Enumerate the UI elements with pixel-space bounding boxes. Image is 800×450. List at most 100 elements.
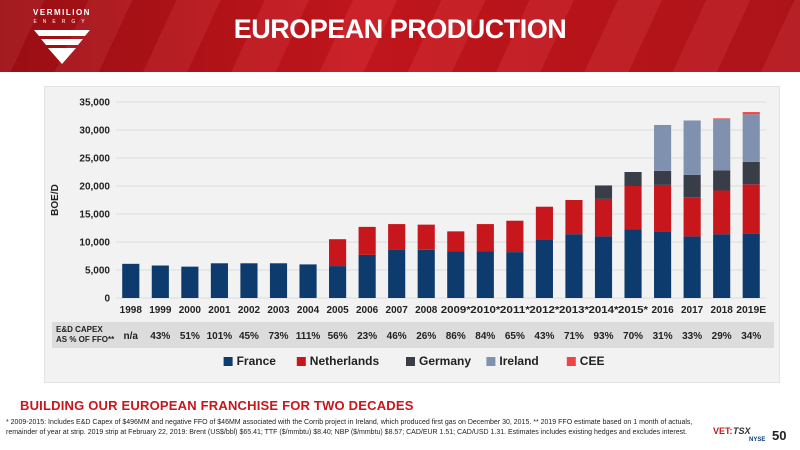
capex-value: 45% xyxy=(239,331,259,342)
bar-netherlands xyxy=(388,224,406,250)
bar-france xyxy=(742,233,760,298)
page-number: 50 xyxy=(772,428,787,443)
y-tick-label: 20,000 xyxy=(79,182,110,193)
bar-france xyxy=(151,265,169,298)
x-tick-label: 2005 xyxy=(326,305,349,316)
y-tick-label: 10,000 xyxy=(79,238,110,249)
bar-france xyxy=(683,236,701,298)
bar-netherlands xyxy=(594,198,613,237)
bar-netherlands xyxy=(329,239,347,267)
capex-value: 29% xyxy=(712,331,732,342)
bar-france xyxy=(713,234,731,298)
x-tick-label: 2002 xyxy=(238,305,261,316)
capex-value: 70% xyxy=(623,331,643,342)
bar-france xyxy=(506,252,524,298)
capex-value: 86% xyxy=(446,331,466,342)
bar-netherlands xyxy=(447,231,465,252)
x-tick-label: 2018 xyxy=(711,305,734,316)
bar-france xyxy=(654,231,672,298)
bar-france xyxy=(476,251,494,298)
x-tick-label: 2016 xyxy=(651,305,674,316)
capex-value: 111% xyxy=(296,331,321,342)
bar-france xyxy=(269,263,288,298)
logo-text: VERMILION xyxy=(33,8,91,17)
legend-swatch-netherlands xyxy=(296,357,306,366)
legend-label: Ireland xyxy=(499,354,538,368)
capex-value: 46% xyxy=(387,331,407,342)
x-tick-label: 2006 xyxy=(356,305,379,316)
capex-value: 26% xyxy=(416,331,436,342)
x-tick-label: 2014* xyxy=(589,305,619,316)
x-tick-label: 2011* xyxy=(500,305,530,316)
legend-label: Netherlands xyxy=(310,354,380,368)
x-tick-label: 2001 xyxy=(208,305,231,316)
bar-netherlands xyxy=(654,184,672,232)
y-tick-label: 15,000 xyxy=(79,210,110,221)
y-tick-label: 0 xyxy=(104,294,110,305)
bar-germany xyxy=(713,170,731,191)
capex-value: 43% xyxy=(534,331,554,342)
logo-subtext: ENERGY xyxy=(33,19,91,25)
bar-france xyxy=(594,236,613,298)
bar-netherlands xyxy=(358,226,376,255)
bar-germany xyxy=(654,170,672,185)
header-banner: VERMILION ENERGY EUROPEAN PRODUCTION xyxy=(0,0,800,72)
bar-france xyxy=(329,266,347,298)
capex-value: 23% xyxy=(357,331,377,342)
bar-germany xyxy=(624,172,642,186)
bar-france xyxy=(565,234,583,298)
legend-swatch-germany xyxy=(406,357,415,366)
x-tick-label: 2009* xyxy=(441,305,471,316)
bar-netherlands xyxy=(683,197,701,237)
bar-cee xyxy=(742,112,760,115)
x-tick-label: 2008 xyxy=(415,305,438,316)
capex-row xyxy=(52,322,774,348)
bar-netherlands xyxy=(476,224,494,252)
capex-value: 43% xyxy=(150,331,170,342)
x-tick-label: 2004 xyxy=(297,305,320,316)
legend-swatch-france xyxy=(223,357,233,366)
x-tick-label: 2007 xyxy=(386,305,409,316)
bar-ireland xyxy=(654,124,672,171)
bar-france xyxy=(181,266,199,298)
y-axis-label: BOE/D xyxy=(50,184,61,216)
y-tick-label: 35,000 xyxy=(79,98,110,109)
x-tick-label: 2015* xyxy=(618,305,648,316)
bar-ireland xyxy=(742,114,760,162)
capex-value: 71% xyxy=(564,331,584,342)
bar-france xyxy=(210,263,228,298)
capex-value: 65% xyxy=(505,331,525,342)
bar-germany xyxy=(742,161,760,185)
ticker-tsx: TSX xyxy=(733,426,751,436)
capex-label: E&D CAPEX xyxy=(56,325,103,334)
bar-france xyxy=(122,263,140,298)
bar-france xyxy=(388,249,406,298)
capex-value: 34% xyxy=(741,331,761,342)
bar-france xyxy=(624,229,642,298)
legend-label: Germany xyxy=(419,354,471,368)
production-chart: 0 5,000 10,000 15,000 20,000 25,000 30,000 35,0… xyxy=(50,98,774,368)
legend-label: CEE xyxy=(580,354,605,368)
tagline: BUILDING OUR EUROPEAN FRANCHISE FOR TWO … xyxy=(20,398,414,413)
capex-value: 84% xyxy=(475,331,495,342)
logo-chevron-icon xyxy=(34,30,90,64)
x-tick-label: 2019E xyxy=(736,305,766,316)
legend-swatch-cee xyxy=(566,357,576,366)
bar-netherlands xyxy=(565,200,583,235)
bar-france xyxy=(240,263,258,298)
bar-france xyxy=(417,249,435,298)
exchange-listing: VET: TSX NYSE xyxy=(713,417,769,447)
bar-germany xyxy=(683,174,701,198)
bar-netherlands xyxy=(713,190,731,235)
x-tick-label: 1999 xyxy=(149,305,172,316)
capex-value: n/a xyxy=(124,331,139,342)
capex-value: 51% xyxy=(180,331,200,342)
bar-netherlands xyxy=(506,220,524,253)
capex-value: 101% xyxy=(207,331,233,342)
bar-cee xyxy=(713,118,731,119)
x-tick-label: 2000 xyxy=(179,305,202,316)
bar-france xyxy=(535,239,553,298)
bar-netherlands xyxy=(624,186,642,230)
bar-netherlands xyxy=(742,184,760,234)
capex-value: 31% xyxy=(653,331,673,342)
